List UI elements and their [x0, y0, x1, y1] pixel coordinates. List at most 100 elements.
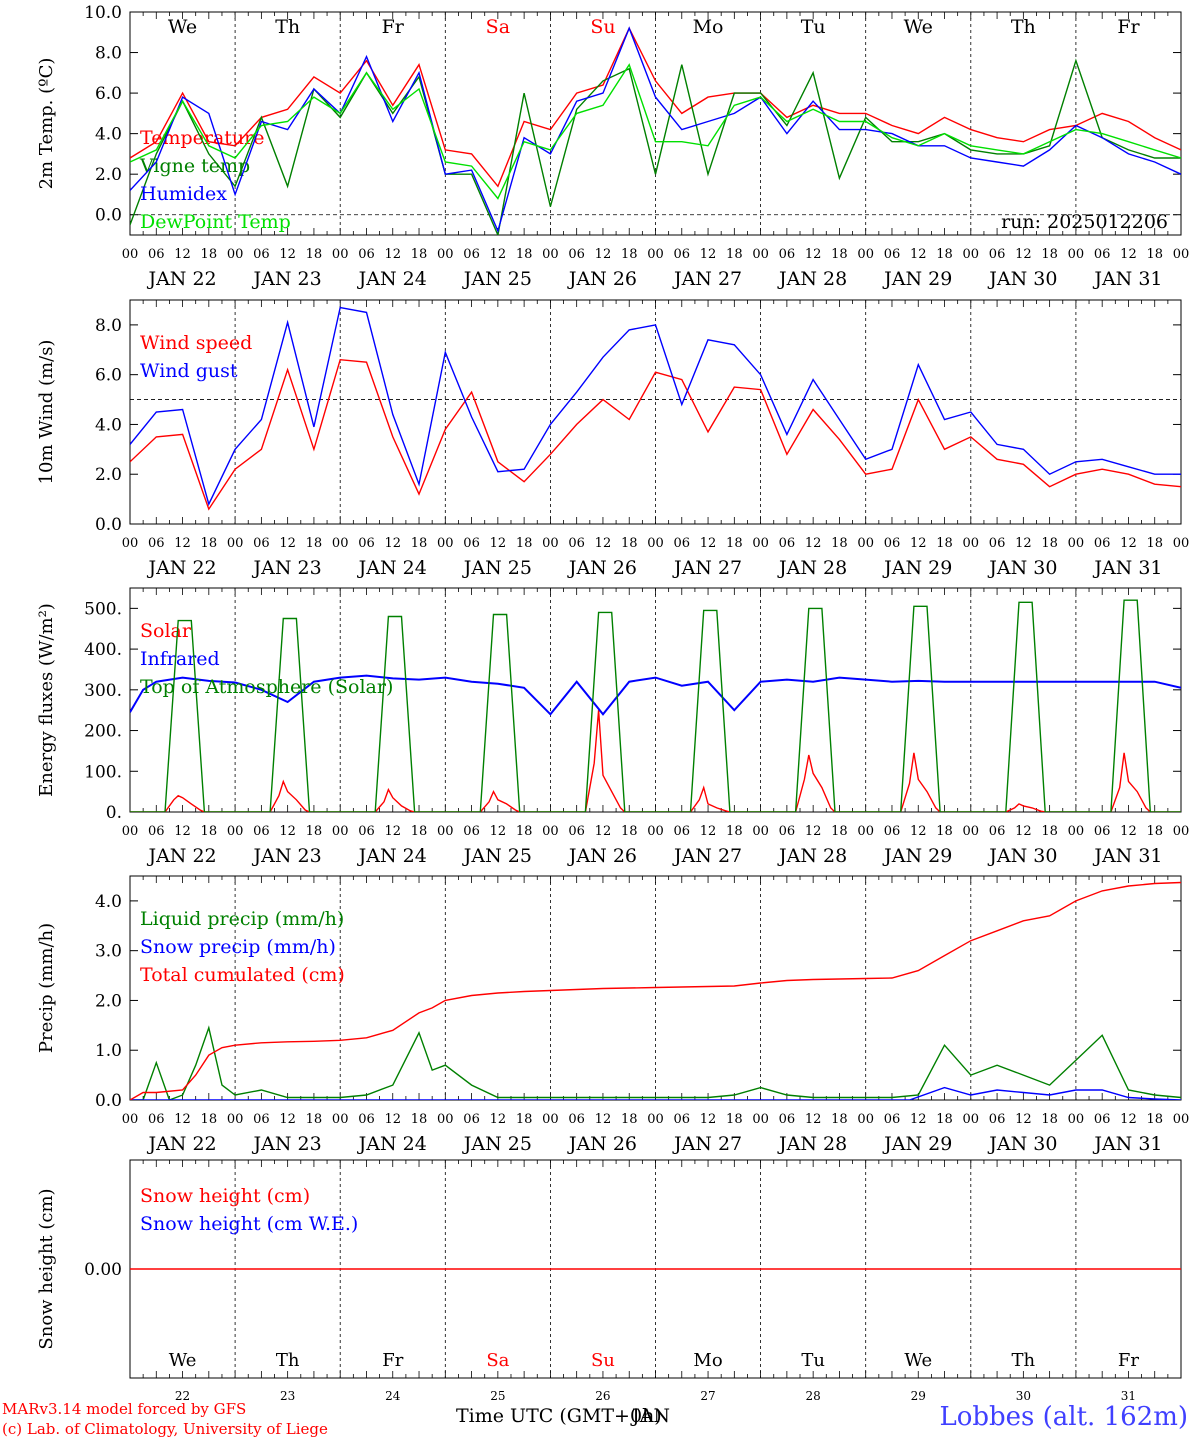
legend-entry: Wind speed	[140, 332, 252, 354]
hour-label: 06	[1094, 824, 1111, 839]
hour-label: 12	[1120, 247, 1137, 262]
hour-label: 18	[831, 824, 848, 839]
date-label: JAN 29	[882, 1133, 952, 1155]
hour-label: 06	[358, 247, 375, 262]
series-line-temperature	[130, 26, 1181, 188]
date-label: JAN 23	[252, 1133, 322, 1155]
date-label: JAN 24	[357, 1133, 427, 1155]
hour-label: 12	[805, 824, 822, 839]
date-label: JAN 28	[777, 557, 847, 579]
hour-label: 06	[1094, 536, 1111, 551]
date-label: JAN 29	[882, 557, 952, 579]
hour-label: 12	[1015, 247, 1032, 262]
date-label: JAN 30	[987, 268, 1057, 290]
hour-label: 00	[227, 536, 244, 551]
day-number-label: 28	[806, 1389, 821, 1403]
hour-label: 00	[227, 824, 244, 839]
y-tick-label: 3.0	[95, 942, 122, 962]
hour-label: 06	[253, 536, 270, 551]
hour-label: 06	[463, 1112, 480, 1127]
y-axis-label: 10m Wind (m/s)	[36, 340, 57, 485]
series-line-vigne-temp	[130, 58, 1181, 235]
hour-label: 06	[989, 824, 1006, 839]
hour-label: 18	[621, 247, 638, 262]
date-label: JAN 22	[146, 845, 216, 867]
hour-label: 06	[1094, 1112, 1111, 1127]
date-label: JAN 23	[252, 268, 322, 290]
y-axis-label: 2m Temp. (ºC)	[36, 58, 57, 190]
legend-entry: Infrared	[140, 648, 220, 670]
date-label: JAN 25	[462, 557, 532, 579]
hour-label: 12	[490, 536, 507, 551]
date-label: JAN 23	[252, 557, 322, 579]
date-label: JAN 30	[987, 1133, 1057, 1155]
hour-label: 12	[279, 247, 296, 262]
y-tick-label: 6.0	[95, 84, 122, 104]
hour-label: 18	[621, 536, 638, 551]
hour-label: 06	[568, 247, 585, 262]
hour-label: 00	[857, 824, 874, 839]
weekday-label-bottom: Th	[276, 1350, 300, 1371]
hour-label: 18	[306, 824, 323, 839]
hour-label: 18	[411, 536, 428, 551]
hour-label: 00	[332, 824, 349, 839]
hour-label: 00	[752, 824, 769, 839]
y-tick-label: 4.0	[95, 892, 122, 912]
legend-entry: Snow height (cm)	[140, 1185, 310, 1207]
date-label: JAN 29	[882, 845, 952, 867]
hour-label: 00	[1173, 247, 1190, 262]
hour-label: 00	[332, 1112, 349, 1127]
hour-label: 12	[700, 824, 717, 839]
hour-label: 18	[306, 247, 323, 262]
hour-label: 18	[621, 824, 638, 839]
date-label: JAN 22	[146, 557, 216, 579]
y-tick-label: 6.0	[95, 366, 122, 386]
hour-label: 12	[1120, 536, 1137, 551]
y-tick-label: 2.0	[95, 991, 122, 1011]
hour-label: 12	[384, 1112, 401, 1127]
panel-frame-3	[129, 587, 1182, 813]
day-number-label: 22	[175, 1389, 190, 1403]
date-label: JAN 24	[357, 845, 427, 867]
hour-label: 12	[490, 824, 507, 839]
hour-label: 12	[1120, 1112, 1137, 1127]
hour-label: 00	[437, 824, 454, 839]
y-tick-label: 1.0	[95, 1041, 122, 1061]
hour-label: 12	[384, 247, 401, 262]
y-tick-label: 400.	[84, 640, 122, 660]
hour-label: 00	[437, 1112, 454, 1127]
y-tick-label: 0.0	[95, 515, 122, 535]
hour-label: 12	[595, 1112, 612, 1127]
hour-label: 12	[595, 247, 612, 262]
hour-label: 18	[516, 247, 533, 262]
y-axis-label: Energy fluxes (W/m²)	[36, 603, 57, 797]
weekday-label-top: Th	[1011, 16, 1036, 38]
hour-label: 06	[568, 1112, 585, 1127]
y-tick-label: 2.0	[95, 165, 122, 185]
weekday-label-bottom: Fr	[1118, 1350, 1139, 1371]
hour-label: 06	[1094, 247, 1111, 262]
y-tick-label: 8.0	[95, 44, 122, 64]
y-tick-label: 8.0	[95, 316, 122, 336]
hour-label: 06	[884, 1112, 901, 1127]
y-tick-label: 10.0	[84, 3, 122, 23]
day-number-label: 29	[911, 1389, 926, 1403]
date-label: JAN 25	[462, 268, 532, 290]
weekday-label-bottom: Sa	[486, 1350, 509, 1371]
hour-label: 18	[201, 824, 218, 839]
date-label: JAN 28	[777, 845, 847, 867]
hour-label: 00	[647, 247, 664, 262]
hour-label: 06	[989, 1112, 1006, 1127]
hour-label: 18	[831, 536, 848, 551]
hour-label: 18	[621, 1112, 638, 1127]
hour-label: 18	[516, 1112, 533, 1127]
date-label: JAN 25	[462, 1133, 532, 1155]
panel-frame-2	[129, 299, 1182, 525]
hour-label: 18	[201, 247, 218, 262]
date-label: JAN 26	[567, 557, 637, 579]
date-label: JAN 22	[146, 1133, 216, 1155]
weekday-label-top: Su	[590, 16, 615, 38]
date-label: JAN 24	[357, 557, 427, 579]
legend-entry: Temperature	[140, 127, 264, 149]
hour-label: 12	[1015, 536, 1032, 551]
